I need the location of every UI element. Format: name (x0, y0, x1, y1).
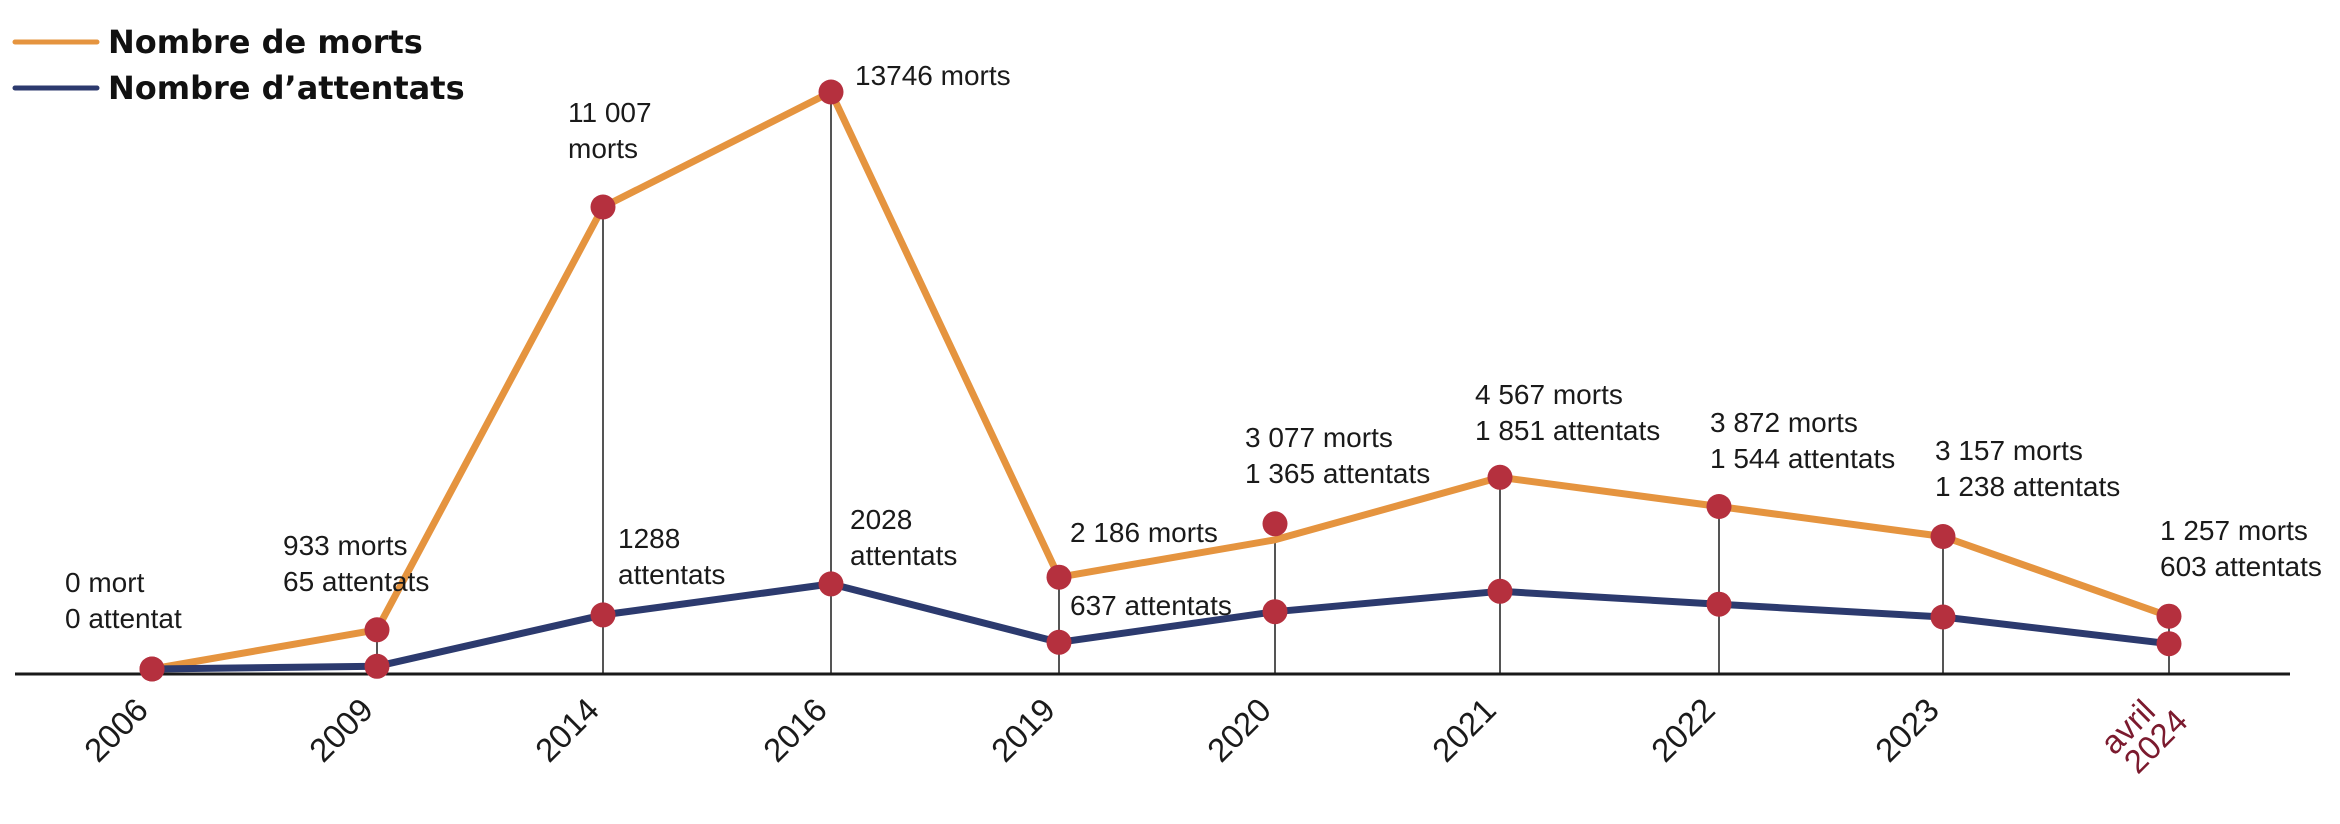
data-label-line: 0 attentat (65, 603, 182, 634)
x-tick-label-line: 2022 (1644, 691, 1722, 769)
data-label-2016: 13746 morts (855, 60, 1011, 91)
legend: Nombre de morts Nombre d’attentats (12, 23, 465, 107)
data-label-2006: 0 mort 0 attentat (65, 567, 182, 634)
x-tick-label-2009: 2009 (302, 691, 380, 769)
x-tick-label-line: 2020 (1200, 691, 1278, 769)
legend-label-morts: Nombre de morts (108, 23, 423, 61)
marker-attentats-2016 (818, 571, 844, 597)
series-lines (151, 88, 2171, 673)
data-label-line: 1 238 attentats (1935, 471, 2120, 502)
x-tick-label-line: 2009 (302, 691, 380, 769)
marker-morts-2014 (590, 194, 616, 220)
x-axis-tick-labels: 2006 2009 2014 2016 2019 2020 2021 2022 2023 avri… (77, 681, 2195, 782)
data-label-line: 1288 (618, 523, 680, 554)
marker-morts-2020 (1262, 511, 1288, 537)
data-label-line: attentats (850, 540, 957, 571)
data-label-line: 1 257 morts (2160, 515, 2308, 546)
marker-attentats-2014 (590, 602, 616, 628)
x-tick-label-avril-2024: avril2024 (2093, 681, 2194, 782)
legend-item-morts: Nombre de morts (12, 23, 423, 61)
data-markers (139, 79, 2182, 682)
data-label-line: 4 567 morts (1475, 379, 1623, 410)
x-tick-label-line: 2021 (1425, 691, 1503, 769)
data-label-2021: 4 567 morts 1 851 attentats (1475, 379, 1660, 446)
data-label-line: 1 544 attentats (1710, 443, 1895, 474)
marker-morts-2019 (1046, 564, 1072, 590)
data-label-line: 65 attentats (283, 566, 429, 597)
marker-attentats-avril-2024 (2156, 631, 2182, 657)
data-label-2020: 3 077 morts 1 365 attentats (1245, 422, 1430, 489)
data-label-avril-2024: 1 257 morts 603 attentats (2160, 515, 2322, 582)
x-tick-label-2016: 2016 (756, 691, 834, 769)
data-label-line: 11 007 (568, 97, 652, 128)
marker-morts-2016 (818, 79, 844, 105)
marker-morts-2023 (1930, 524, 1956, 549)
x-tick-label-line: 2014 (528, 691, 606, 769)
marker-attentats-2006 (139, 656, 165, 682)
data-label-line: 933 morts (283, 530, 408, 561)
marker-morts-2022 (1706, 494, 1732, 519)
marker-morts-avril-2024 (2156, 603, 2182, 629)
marker-attentats-2009 (364, 653, 390, 679)
marker-attentats-2023 (1930, 604, 1956, 630)
data-label-line: 3 077 morts (1245, 422, 1393, 453)
data-label-line: 1 851 attentats (1475, 415, 1660, 446)
x-tick-label-2021: 2021 (1425, 691, 1503, 769)
marker-morts-2009 (364, 617, 390, 643)
legend-item-attentats: Nombre d’attentats (12, 69, 465, 107)
data-label-line: 3 872 morts (1710, 407, 1858, 438)
data-label-2014: 11 007 morts (568, 97, 652, 164)
marker-attentats-2022 (1706, 591, 1732, 617)
data-label-2019: 637 attentats (1070, 590, 1232, 621)
marker-attentats-2020 (1262, 599, 1288, 625)
data-label-line: 603 attentats (2160, 551, 2322, 582)
legend-label-attentats: Nombre d’attentats (108, 69, 465, 107)
series-line-attentats (151, 580, 2170, 673)
x-tick-label-2020: 2020 (1200, 691, 1278, 769)
data-label-2023: 3 157 morts 1 238 attentats (1935, 435, 2120, 502)
data-label-2009: 933 morts 65 attentats (283, 530, 429, 597)
series-line-morts (151, 88, 2171, 673)
x-tick-label-line: 2006 (77, 691, 155, 769)
marker-morts-2021 (1487, 464, 1513, 490)
data-label-line: 13746 morts (855, 60, 1011, 91)
x-tick-label-2019: 2019 (984, 691, 1062, 769)
data-label-line: 2028 (850, 504, 912, 535)
data-label-2014: 1288 attentats (618, 523, 725, 590)
x-tick-label-2006: 2006 (77, 691, 155, 769)
data-label-line: attentats (618, 559, 725, 590)
data-label-2016: 2028 attentats (850, 504, 957, 571)
data-label-line: 1 365 attentats (1245, 458, 1430, 489)
data-label-2019: 2 186 morts (1070, 517, 1218, 548)
data-label-line: 3 157 morts (1935, 435, 2083, 466)
data-labels: 0 mort 0 attentat 933 morts 65 attentats 11 … (65, 60, 2322, 634)
marker-attentats-2021 (1487, 578, 1513, 604)
x-tick-label-line: 2019 (984, 691, 1062, 769)
marker-attentats-2019 (1046, 629, 1072, 655)
data-label-line: 2 186 morts (1070, 517, 1218, 548)
data-label-2022: 3 872 morts 1 544 attentats (1710, 407, 1895, 474)
x-tick-label-line: 2023 (1868, 691, 1946, 769)
x-tick-label-2023: 2023 (1868, 691, 1946, 769)
data-label-line: 0 mort (65, 567, 145, 598)
data-label-line: morts (568, 133, 638, 164)
x-tick-label-2014: 2014 (528, 691, 606, 769)
x-tick-label-line: 2016 (756, 691, 834, 769)
data-label-line: 637 attentats (1070, 590, 1232, 621)
x-tick-label-2022: 2022 (1644, 691, 1722, 769)
